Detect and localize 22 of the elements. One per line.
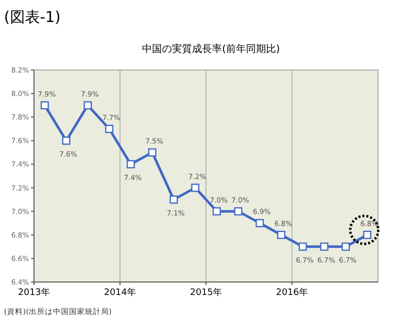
point — [62, 136, 70, 145]
point — [320, 242, 328, 251]
point — [342, 242, 350, 251]
point — [277, 230, 286, 239]
annotation: (図表-1) — [4, 8, 61, 26]
point — [256, 219, 264, 228]
point — [191, 184, 200, 192]
point — [40, 101, 49, 110]
point — [84, 101, 92, 110]
x-tick-label: 2013年 — [18, 287, 50, 298]
point — [363, 230, 372, 239]
x-tick-label: 2015年 — [190, 287, 222, 298]
point — [105, 124, 114, 133]
chart-title: 中国の実質成長率(前年同期比) — [142, 43, 280, 55]
point — [170, 195, 178, 204]
point — [126, 160, 135, 168]
point — [212, 207, 221, 216]
x-tick-label: 2014年 — [104, 287, 136, 298]
x-tick-label: 2016年 — [276, 287, 308, 298]
point — [234, 207, 242, 216]
point — [298, 242, 307, 251]
point — [148, 148, 156, 157]
